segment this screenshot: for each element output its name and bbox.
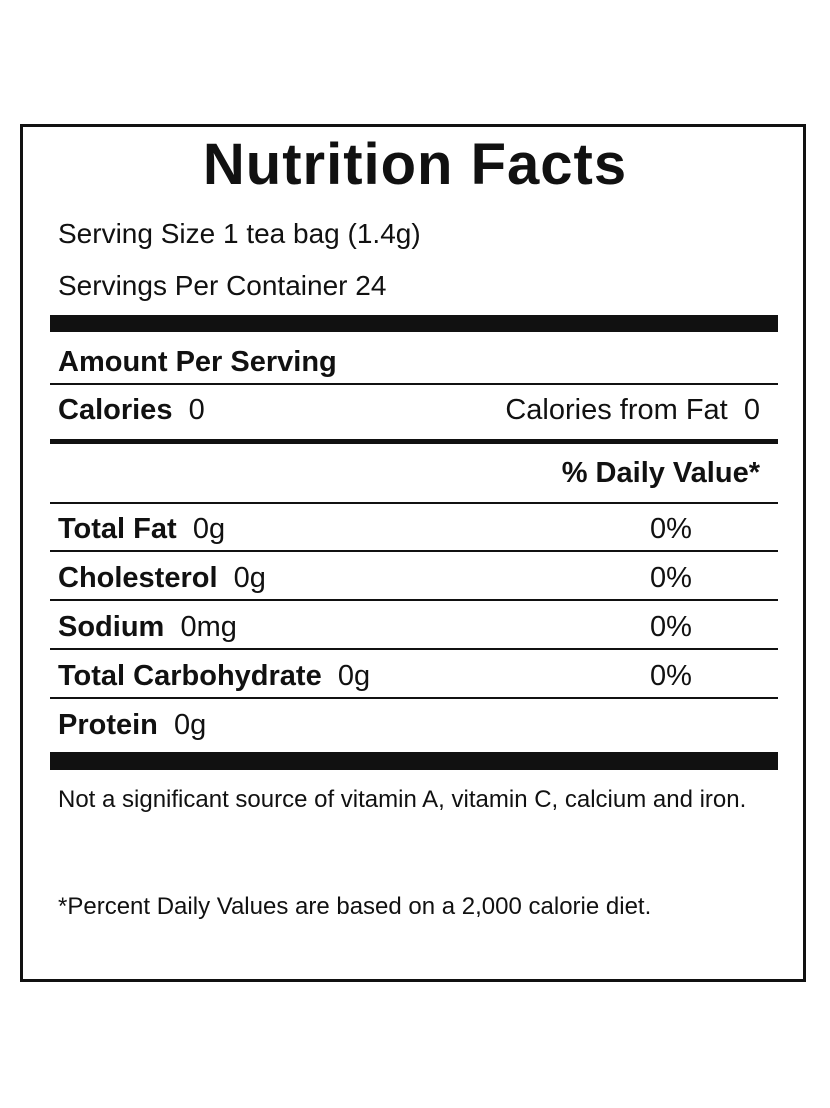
- thin-rule: [50, 648, 778, 650]
- footnote: *Percent Daily Values are based on a 2,0…: [58, 893, 652, 920]
- nutrient-daily-value: 0%: [650, 562, 692, 594]
- daily-value-header: % Daily Value*: [561, 457, 760, 489]
- nutrient-amount: 0g: [337, 660, 371, 692]
- nutrient-row: Total Fat 0g: [58, 515, 225, 544]
- calories-from-fat-row: Calories from Fat 0: [505, 396, 760, 425]
- serving-size: Serving Size 1 tea bag (1.4g): [58, 218, 421, 249]
- nutrient-name: Protein: [58, 709, 158, 741]
- nutrient-amount: 0g: [233, 562, 266, 594]
- nutrient-row: Cholesterol 0g: [58, 564, 266, 593]
- nutrient-amount: 0g: [192, 513, 226, 545]
- calories-from-fat-label: Calories from Fat: [505, 394, 728, 426]
- amount-per-serving: Amount Per Serving: [58, 346, 337, 378]
- nutrient-row: Total Carbohydrate 0g: [58, 662, 370, 691]
- thin-rule: [50, 599, 778, 601]
- label-border: [20, 124, 806, 982]
- label-title: Nutrition Facts: [202, 132, 628, 197]
- thin-rule: [50, 550, 778, 552]
- thin-rule: [50, 383, 778, 385]
- nutrient-daily-value: 0%: [650, 660, 692, 692]
- nutrient-name: Sodium: [58, 611, 165, 643]
- calories-row: Calories 0: [58, 396, 205, 425]
- nutrient-name: Total Fat: [58, 513, 177, 545]
- servings-per-container: Servings Per Container 24: [58, 270, 387, 301]
- nutrient-row: Protein 0g: [58, 711, 206, 740]
- medium-rule: [50, 439, 778, 444]
- nutrient-daily-value: 0%: [650, 513, 692, 545]
- nutrient-daily-value: 0%: [650, 611, 692, 643]
- nutrient-name: Cholesterol: [58, 562, 218, 594]
- nutrient-name: Total Carbohydrate: [58, 660, 322, 692]
- calories-value: 0: [188, 394, 205, 426]
- thin-rule: [50, 502, 778, 504]
- footnote: Not a significant source of vitamin A, v…: [58, 786, 747, 813]
- nutrient-amount: 0g: [174, 709, 207, 741]
- thick-rule: [50, 752, 778, 770]
- thin-rule: [50, 697, 778, 699]
- calories-from-fat-value: 0: [743, 394, 760, 426]
- nutrient-amount: 0mg: [180, 611, 237, 643]
- nutrient-row: Sodium 0mg: [58, 613, 237, 642]
- calories-label: Calories: [58, 394, 173, 426]
- thick-rule: [50, 315, 778, 332]
